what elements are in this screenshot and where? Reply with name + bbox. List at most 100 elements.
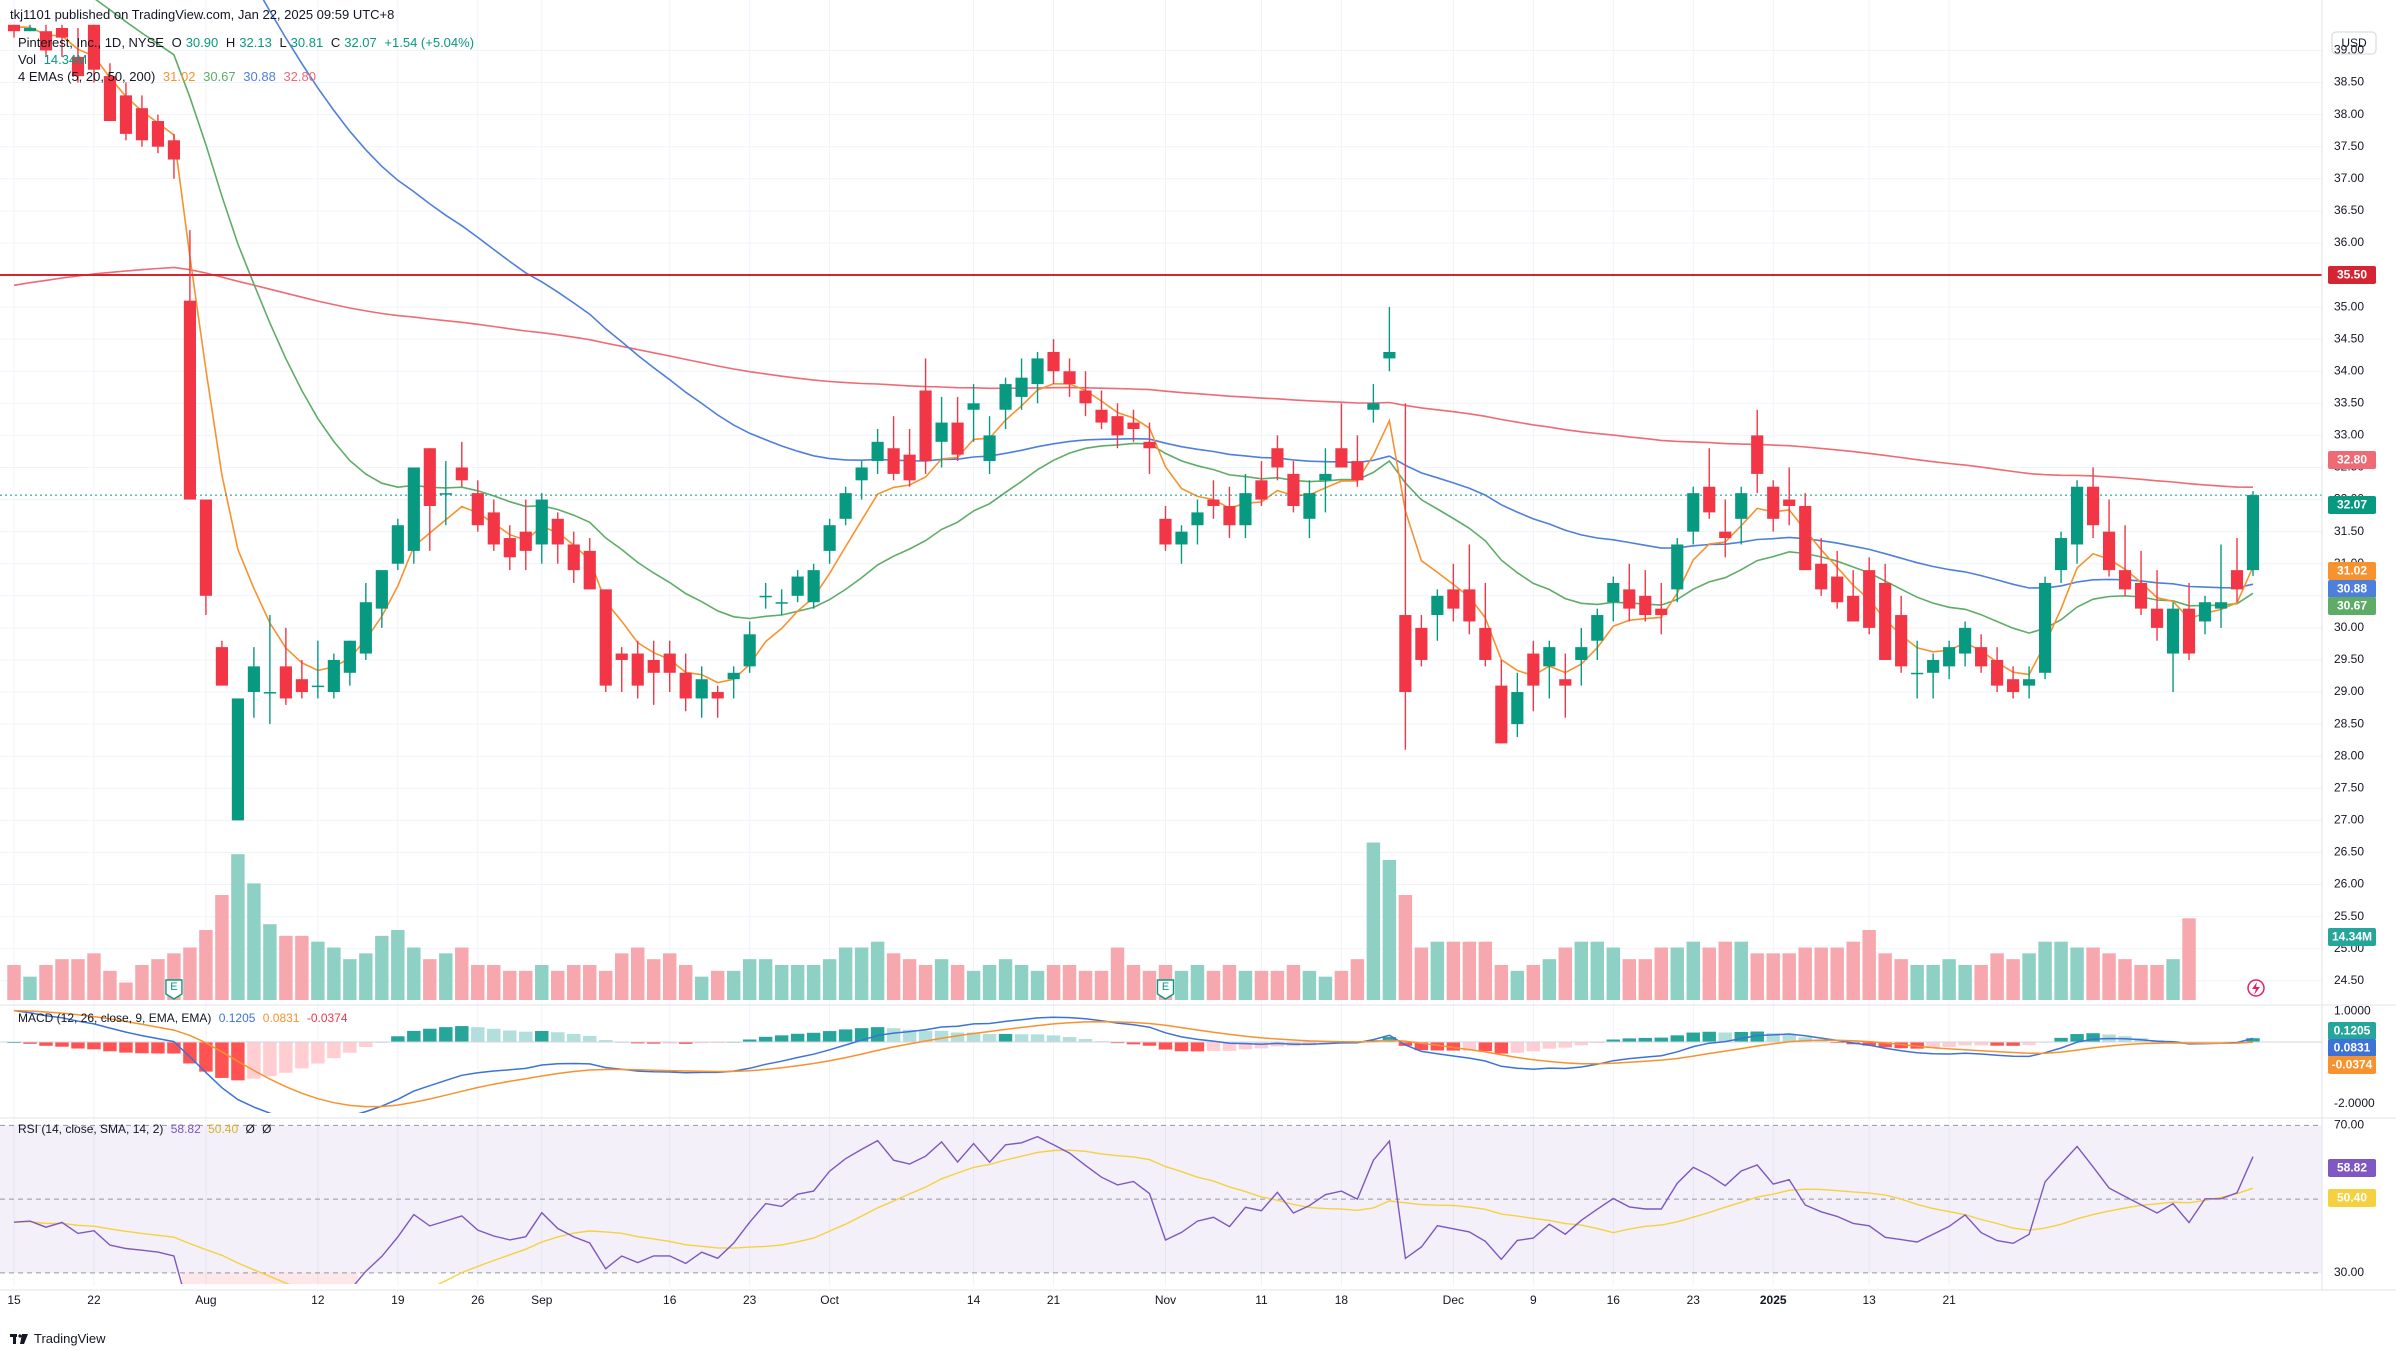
macd-hist-bar <box>1782 1034 1796 1043</box>
candle-body <box>503 538 516 558</box>
ema-legend[interactable]: 4 EMAs (5, 20, 50, 200) 31.02 30.67 30.8… <box>18 69 320 84</box>
time-tick-label: 12 <box>311 1293 325 1307</box>
candle-body <box>1319 473 1332 481</box>
candle-body <box>2023 679 2036 686</box>
price-tick-label: 26.00 <box>2334 877 2364 891</box>
candle-body <box>1143 441 1156 449</box>
volume-bar <box>1798 947 1812 1000</box>
candle-body <box>375 570 388 609</box>
candle-body <box>2118 570 2132 590</box>
ema5-line <box>13 26 2254 684</box>
macd-hist-bar <box>2086 1033 2100 1043</box>
volume-tag: 14.34M <box>2332 930 2372 944</box>
symbol-legend[interactable]: Pinterest, Inc., 1D, NYSE O 30.90 H 32.13 … <box>18 35 478 50</box>
macd-hist-bar <box>343 1042 357 1053</box>
open-value: 30.90 <box>185 35 219 50</box>
footer-brand: TradingView <box>34 1331 106 1346</box>
time-tick-label: Dec <box>1443 1293 1464 1307</box>
macd-hist-bar <box>1238 1042 1253 1050</box>
volume-bar <box>119 982 133 1000</box>
volume-bar <box>519 970 533 1000</box>
time-tick-label: Nov <box>1155 1293 1176 1307</box>
macd-legend[interactable]: MACD (12, 26, close, 9, EMA, EMA) 0.1205… <box>18 1011 352 1025</box>
change-value: +1.54 (+5.04%) <box>384 35 475 50</box>
volume-bar <box>1190 965 1205 1000</box>
macd-hist-bar <box>183 1042 197 1064</box>
volume-bar <box>1702 947 1716 1000</box>
candle-body <box>407 467 420 551</box>
macd-hist-bar <box>1222 1042 1237 1051</box>
volume-bar <box>1350 959 1365 1000</box>
macd-hist-bar <box>918 1030 933 1043</box>
macd-tag-bg <box>2328 1039 2376 1057</box>
candle-body <box>1031 358 1044 385</box>
macd-hist-bar <box>551 1032 565 1043</box>
candle-body <box>679 672 692 699</box>
macd-hist-bar <box>1734 1031 1748 1043</box>
candle-body <box>887 448 900 474</box>
ema5-value: 31.02 <box>162 69 196 84</box>
symbol-name[interactable]: Pinterest, Inc., 1D, NYSE <box>18 35 164 50</box>
volume-bar <box>1782 953 1796 1000</box>
macd-hist-bar <box>87 1042 101 1050</box>
volume-bar <box>790 965 805 1000</box>
candle-body <box>791 576 804 596</box>
volume-legend[interactable]: Vol 14.34M <box>18 52 91 67</box>
earnings-marker-label: E <box>1162 981 1169 993</box>
volume-bar <box>742 959 757 1000</box>
time-tick-label: 21 <box>1047 1293 1061 1307</box>
volume-bar <box>2182 918 2196 1000</box>
candle-body <box>1399 615 1412 693</box>
volume-bar <box>1494 965 1509 1000</box>
volume-bar <box>151 959 165 1000</box>
candle-body <box>1815 563 1828 590</box>
close-value: 32.07 <box>344 35 377 50</box>
candle-body <box>1879 582 1892 660</box>
macd-hist-bar <box>1110 1042 1125 1044</box>
volume-bar <box>1734 941 1748 1000</box>
rsi-sma-tag: 50.40 <box>2337 1191 2367 1205</box>
time-tick-label: 13 <box>1862 1293 1876 1307</box>
ema20-line <box>95 0 2254 634</box>
price-tag-bg <box>2328 451 2376 469</box>
volume-bar <box>1318 976 1333 1000</box>
candle-body <box>1015 377 1028 397</box>
price-tick-label: 33.50 <box>2334 395 2364 409</box>
macd-hist-bar <box>694 1042 709 1044</box>
volume-bar <box>295 935 309 1000</box>
ema200-line <box>13 266 2254 488</box>
volume-bar <box>1382 860 1397 1000</box>
time-tick-label: 16 <box>1607 1293 1621 1307</box>
volume-bar <box>806 965 821 1000</box>
time-tick-label: 11 <box>1255 1293 1268 1307</box>
volume-bar <box>2038 941 2052 1000</box>
candle-body <box>1159 518 1172 545</box>
macd-label: MACD (12, 26, close, 9, EMA, EMA) <box>18 1011 212 1025</box>
price-tick-label: 38.50 <box>2334 75 2364 89</box>
rsi-legend[interactable]: RSI (14, close, SMA, 14, 2) 58.82 50.40 … <box>18 1122 276 1136</box>
candle-body <box>1543 647 1556 667</box>
macd-hist-bar <box>1126 1042 1141 1045</box>
macd-hist-bar <box>2246 1038 2260 1043</box>
volume-bar <box>311 941 325 1000</box>
volume-bar <box>1366 842 1381 1000</box>
candle-body <box>2086 486 2100 526</box>
candle-body <box>1063 371 1076 385</box>
volume-bar <box>918 965 933 1000</box>
volume-bar <box>567 965 581 1000</box>
candle-body <box>583 550 596 590</box>
macd-hist-bar <box>119 1042 133 1053</box>
macd-hist-bar <box>998 1033 1013 1043</box>
macd-hist-bar <box>1862 1042 1876 1046</box>
price-tick-label: 38.00 <box>2334 107 2364 121</box>
macd-hist-bar <box>567 1034 581 1043</box>
candle-body <box>279 666 292 699</box>
macd-hist-bar <box>423 1028 437 1043</box>
macd-hist-bar <box>1446 1042 1461 1051</box>
macd-hist-bar <box>359 1042 373 1048</box>
macd-hist-bar <box>966 1032 981 1043</box>
volume-bar <box>1478 941 1493 1000</box>
footer[interactable]: TradingView <box>10 1331 106 1346</box>
rsi-oversold-fill <box>261 1272 278 1284</box>
